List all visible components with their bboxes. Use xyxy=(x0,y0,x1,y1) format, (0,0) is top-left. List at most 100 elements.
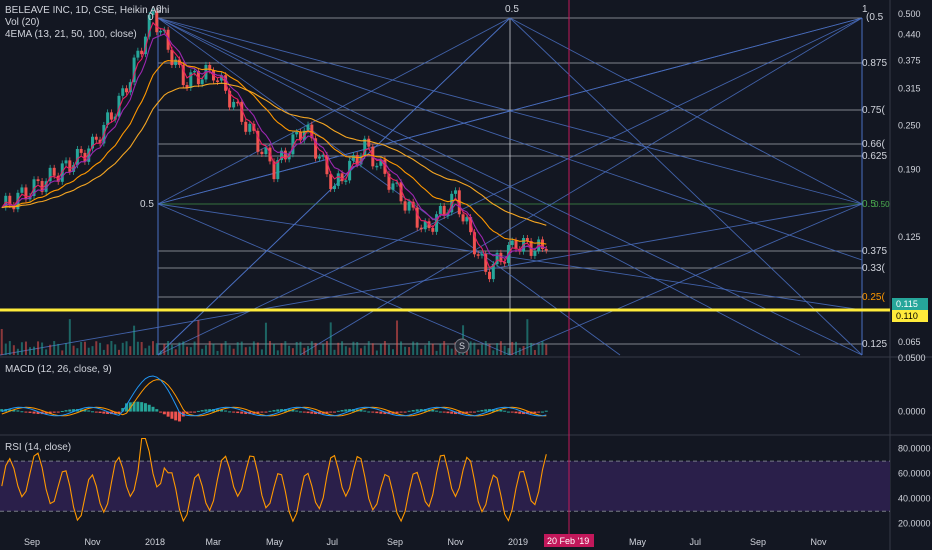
volume-bar xyxy=(28,347,31,355)
volume-bar xyxy=(12,345,15,355)
candle-body xyxy=(363,138,367,156)
candle-body xyxy=(140,50,144,55)
macd-histogram-bar xyxy=(336,410,340,412)
macd-axis-tick: 0.0000 xyxy=(898,407,926,417)
macd-histogram-bar xyxy=(325,411,329,414)
candle-body xyxy=(87,148,91,162)
macd-histogram-bar xyxy=(454,411,457,415)
macd-histogram-bar xyxy=(329,411,333,413)
volume-bar xyxy=(252,341,255,355)
cursor-date-label: 20 Feb '19 xyxy=(547,536,589,546)
candle-body xyxy=(295,132,299,135)
volume-bar xyxy=(488,344,491,355)
ema-label: 4EMA (13, 21, 50, 100, close) xyxy=(5,29,137,40)
time-axis-tick: Nov xyxy=(811,537,828,547)
volume-bar xyxy=(473,342,476,355)
price-axis-tick: 0.375 xyxy=(898,55,921,65)
volume-bar xyxy=(424,345,427,355)
volume-bar xyxy=(102,349,105,355)
candle-body xyxy=(431,228,435,232)
volume-bar xyxy=(125,341,128,355)
last-price-tag xyxy=(892,298,928,310)
fib-fan-ray xyxy=(299,17,863,356)
volume-bar xyxy=(106,344,109,355)
macd-histogram-bar xyxy=(514,411,518,414)
volume-bar xyxy=(95,341,98,355)
macd-histogram-bar xyxy=(52,411,56,413)
volume-bar xyxy=(68,319,71,355)
fib-fan-ray xyxy=(157,17,511,205)
macd-histogram-bar xyxy=(450,411,454,414)
candle-body xyxy=(340,173,344,182)
candle-body xyxy=(325,154,329,175)
volume-bar xyxy=(284,341,287,355)
macd-histogram-bar xyxy=(113,411,117,414)
candle-body xyxy=(52,167,56,176)
volume-bar xyxy=(348,347,351,355)
volume-bar xyxy=(65,343,68,355)
macd-histogram-bar xyxy=(196,410,200,412)
macd-histogram-bar xyxy=(79,409,83,412)
macd-histogram-bar xyxy=(244,411,248,415)
candle-body xyxy=(44,181,48,192)
macd-histogram-bar xyxy=(87,410,91,412)
volume-bar xyxy=(446,345,449,355)
volume-bar xyxy=(533,350,536,355)
macd-histogram-bar xyxy=(162,411,166,415)
candle-body xyxy=(170,49,174,66)
volume-bar xyxy=(208,341,211,355)
candle-body xyxy=(355,155,359,165)
macd-histogram-bar xyxy=(136,401,140,412)
candle-body xyxy=(264,147,268,155)
candle-body xyxy=(272,161,276,180)
macd-histogram-bar xyxy=(431,409,435,412)
volume-bar xyxy=(322,344,325,355)
macd-histogram-bar xyxy=(128,402,132,412)
candle-body xyxy=(469,217,473,233)
volume-bar xyxy=(396,320,399,355)
candle-body xyxy=(540,239,544,249)
price-axis-tick: 0.315 xyxy=(898,83,921,93)
macd-histogram-bar xyxy=(344,409,348,412)
candle-body xyxy=(435,214,439,232)
candle-body xyxy=(125,88,129,93)
candle-body xyxy=(174,59,178,66)
macd-histogram-bar xyxy=(499,409,503,412)
candle-body xyxy=(185,85,189,88)
macd-histogram-bar xyxy=(256,411,260,414)
macd-histogram-bar xyxy=(200,410,204,412)
volume-bar xyxy=(57,343,60,355)
time-axis-tick: Sep xyxy=(24,537,40,547)
candle-body xyxy=(321,154,325,157)
ema-line xyxy=(1,21,547,269)
volume-bar xyxy=(526,319,529,355)
macd-histogram-bar xyxy=(264,411,268,413)
last-price-tag xyxy=(892,310,928,322)
candle-body xyxy=(256,130,260,152)
volume-bar xyxy=(420,348,423,355)
candle-body xyxy=(379,159,383,166)
candle-body xyxy=(121,88,125,96)
candle-body xyxy=(228,90,232,108)
volume-bar xyxy=(310,341,313,355)
macd-histogram-bar xyxy=(298,411,302,413)
macd-histogram-bar xyxy=(68,409,72,412)
volume-bar xyxy=(178,342,181,355)
last-price-label: 0.115 xyxy=(896,299,918,309)
candle-body xyxy=(200,79,204,85)
fib-label: 1 xyxy=(862,4,868,15)
candle-body xyxy=(395,182,399,184)
volume-bar xyxy=(220,343,223,355)
fib-fan-ray xyxy=(0,203,863,356)
candle-body xyxy=(484,254,488,272)
volume-bar xyxy=(159,350,162,355)
fib-fan-ray xyxy=(157,17,801,356)
fib-level-label: 0.50 xyxy=(874,200,890,209)
volume-bar xyxy=(197,320,200,355)
macd-axis-tick: 0.0500 xyxy=(898,353,926,363)
price-axis-tick: 0.440 xyxy=(898,30,921,40)
volume-bar xyxy=(375,350,378,355)
fib-label: (0.5 xyxy=(866,12,884,23)
